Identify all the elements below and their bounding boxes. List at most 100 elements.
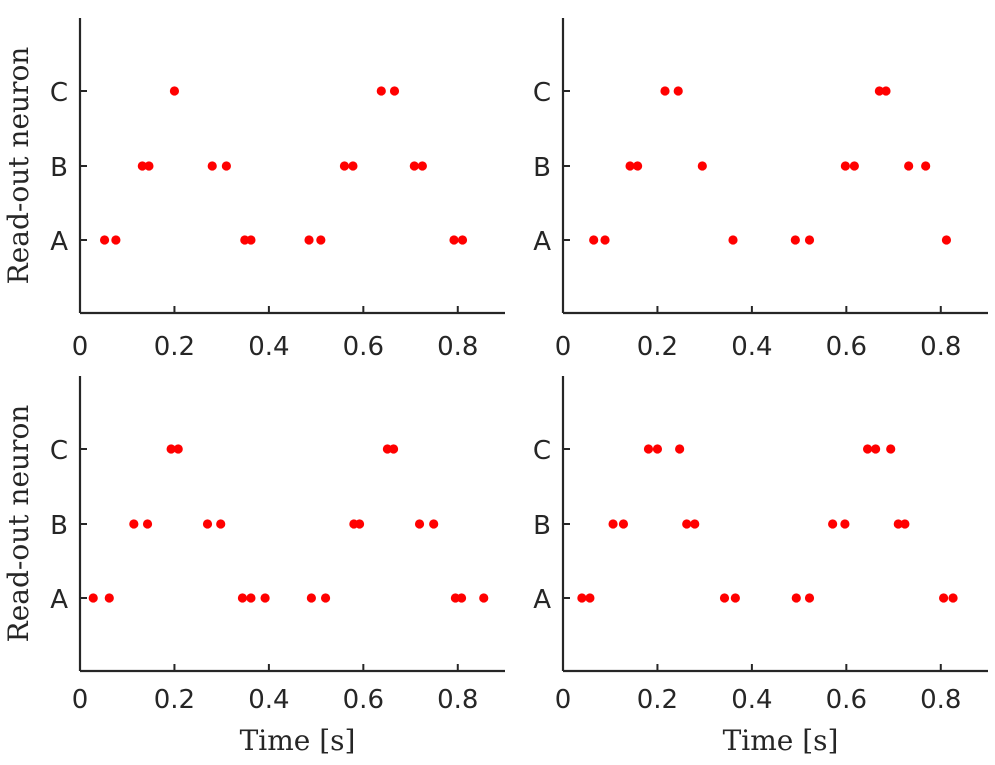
raster-panel-4: 0 0.2 0.4 0.6 0.8 A B C Time [s]: [533, 376, 988, 757]
spike-point-a: [728, 235, 738, 245]
x-axis-label: Time [s]: [240, 724, 356, 757]
spike-point-a: [237, 593, 248, 603]
raster-panel-3: 0 0.2 0.4 0.6 0.8 A B C Read-out neuron Time [s]: [2, 376, 505, 757]
y-tick-label-a: A: [50, 585, 68, 615]
y-tick-label-a: A: [533, 227, 551, 257]
spike-point-b: [221, 161, 231, 171]
y-tick-label-c: C: [50, 78, 68, 108]
x-tick-label: 0.2: [154, 685, 195, 715]
spike-point-c: [862, 444, 873, 454]
spike-point-b: [216, 519, 226, 529]
y-tick-label-c: C: [533, 436, 551, 466]
spike-point-c: [173, 444, 183, 454]
spike-point-a: [941, 235, 952, 245]
spike-point-a: [457, 235, 468, 245]
spike-point-b: [429, 519, 439, 529]
spike-point-b: [921, 161, 931, 171]
spike-point-c: [169, 86, 180, 96]
spike-point-b: [409, 161, 419, 171]
x-tick-label: 0: [72, 332, 89, 362]
x-tick-label: 0: [72, 685, 89, 715]
spike-point-a: [585, 593, 595, 603]
y-tick-label-b: B: [50, 511, 68, 541]
y-tick-label-c: C: [50, 436, 68, 466]
spike-point-b: [207, 161, 217, 171]
spike-point-c: [881, 86, 891, 96]
x-tick-label: 0.8: [437, 685, 478, 715]
x-axis-label: Time [s]: [723, 724, 839, 757]
spike-point-a: [246, 593, 256, 603]
spike-point-a: [804, 235, 815, 245]
spike-point-a: [790, 235, 800, 245]
spike-point-b: [690, 519, 700, 529]
spike-point-a: [939, 593, 949, 603]
y-tick-label-c: C: [533, 78, 551, 108]
spike-point-a: [479, 593, 489, 603]
spike-point-b: [828, 519, 838, 529]
spike-point-b: [348, 161, 358, 171]
y-tick-label-b: B: [533, 153, 551, 183]
spike-point-b: [144, 161, 154, 171]
y-tick-label-a: A: [50, 227, 68, 257]
spike-point-a: [316, 235, 326, 245]
spike-point-c: [389, 86, 400, 96]
spike-point-b: [618, 519, 629, 529]
x-tick-label: 0.6: [826, 332, 867, 362]
spike-point-c: [874, 86, 884, 96]
y-tick-label-b: B: [533, 511, 551, 541]
spike-point-a: [99, 235, 110, 245]
spike-point-b: [633, 161, 643, 171]
spike-point-c: [660, 86, 670, 96]
spike-point-c: [643, 444, 654, 454]
x-tick-label: 0: [555, 332, 572, 362]
spike-point-a: [88, 593, 98, 603]
spike-point-b: [414, 519, 425, 529]
x-tick-label: 0.4: [248, 332, 289, 362]
spike-point-b: [900, 519, 910, 529]
x-tick-label: 0.2: [637, 685, 678, 715]
spike-point-a: [246, 235, 256, 245]
x-tick-label: 0.8: [920, 685, 961, 715]
spike-point-c: [388, 444, 399, 454]
spike-point-c: [652, 444, 663, 454]
x-tick-label: 0.8: [437, 332, 478, 362]
spike-point-c: [675, 444, 685, 454]
spike-point-b: [417, 161, 427, 171]
spike-point-a: [791, 593, 801, 603]
y-axis-label: Read-out neuron: [2, 405, 35, 643]
raster-panel-1: 0 0.2 0.4 0.6 0.8 A B C Read-out neuron: [2, 18, 505, 362]
y-tick-label-b: B: [50, 153, 68, 183]
x-tick-label: 0.6: [343, 685, 384, 715]
spike-point-a: [730, 593, 740, 603]
spike-point-b: [697, 161, 707, 171]
spike-point-b: [142, 519, 153, 529]
spike-point-c: [376, 86, 386, 96]
spike-point-b: [840, 161, 850, 171]
spike-point-b: [339, 161, 350, 171]
x-tick-label: 0: [555, 685, 572, 715]
spike-point-c: [886, 444, 896, 454]
spike-point-a: [948, 593, 958, 603]
x-tick-label: 0.2: [637, 332, 678, 362]
x-tick-label: 0.4: [731, 332, 772, 362]
spike-point-a: [577, 593, 587, 603]
spike-point-b: [682, 519, 692, 529]
raster-panel-2: 0 0.2 0.4 0.6 0.8 A B C: [533, 18, 988, 362]
spike-point-a: [456, 593, 467, 603]
spike-point-a: [320, 593, 331, 603]
spike-point-a: [304, 235, 314, 245]
spike-point-a: [260, 593, 270, 603]
x-tick-label: 0.6: [343, 332, 384, 362]
x-tick-label: 0.6: [826, 685, 867, 715]
spike-point-b: [849, 161, 859, 171]
spike-point-c: [166, 444, 176, 454]
spike-point-b: [904, 161, 914, 171]
x-tick-label: 0.8: [920, 332, 961, 362]
x-tick-label: 0.2: [154, 332, 195, 362]
spike-point-b: [893, 519, 903, 529]
y-tick-label-a: A: [533, 585, 551, 615]
x-tick-label: 0.4: [248, 685, 289, 715]
spike-point-a: [111, 235, 121, 245]
spike-point-b: [608, 519, 618, 529]
spike-point-a: [804, 593, 815, 603]
